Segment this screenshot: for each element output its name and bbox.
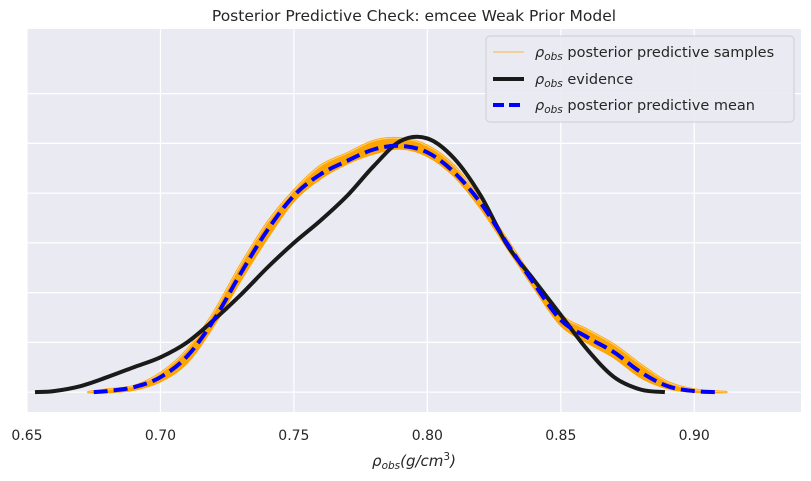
legend-box bbox=[485, 35, 795, 123]
chart-title: Posterior Predictive Check: emcee Weak P… bbox=[212, 7, 616, 25]
x-axis-label: ρobs(g/cm3) bbox=[372, 451, 456, 472]
x-tick-label-3: 0.80 bbox=[412, 428, 443, 444]
posterior-samples-upper-edge bbox=[88, 137, 727, 393]
x-tick-label-5: 0.90 bbox=[679, 428, 710, 444]
x-tick-labels: 0.65 0.70 0.75 0.80 0.85 0.90 bbox=[11, 428, 709, 444]
legend-label-0: ρobs posterior predictive samples bbox=[535, 45, 774, 63]
plot-series bbox=[34, 134, 728, 395]
evidence-line bbox=[34, 134, 666, 395]
x-tick-label-0: 0.65 bbox=[11, 428, 42, 444]
legend-label-1: ρobs evidence bbox=[535, 72, 633, 90]
legend-label-2: ρobs posterior predictive mean bbox=[535, 98, 755, 116]
x-tick-label-4: 0.85 bbox=[545, 428, 576, 444]
x-tick-label-1: 0.70 bbox=[145, 428, 176, 444]
posterior-mean-line bbox=[93, 143, 716, 395]
x-tick-label-2: 0.75 bbox=[278, 428, 309, 444]
legend: ρobs posterior predictive samples ρobs ev… bbox=[485, 35, 795, 123]
